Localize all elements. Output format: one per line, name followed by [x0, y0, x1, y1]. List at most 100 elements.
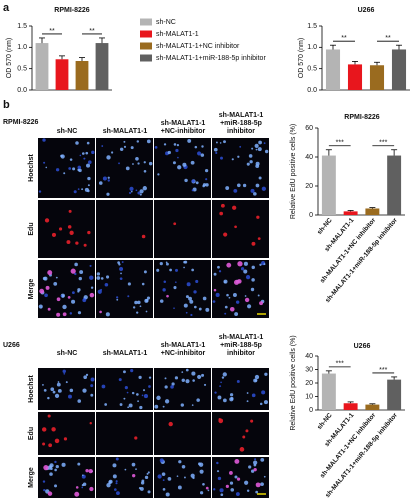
nucleus [137, 191, 141, 195]
nucleus [134, 300, 138, 305]
y-tick-label: 1.0 [307, 44, 317, 51]
nucleus [54, 393, 60, 399]
nucleus [244, 480, 249, 485]
nucleus [191, 268, 194, 272]
nucleus [154, 146, 158, 149]
nucleus [159, 458, 164, 463]
nucleus [177, 156, 179, 159]
nucleus [115, 480, 118, 483]
nucleus [169, 268, 172, 272]
micrograph [212, 260, 269, 318]
nucleus [115, 482, 118, 485]
nucleus [157, 474, 162, 479]
edu-cell [89, 486, 94, 492]
nucleus [81, 484, 84, 487]
nucleus [38, 304, 43, 309]
edu-cell [44, 218, 50, 223]
nucleus [258, 140, 262, 145]
nucleus [219, 488, 224, 493]
nucleus [127, 406, 130, 409]
nucleus [202, 482, 205, 486]
nucleus [217, 265, 220, 269]
nucleus [77, 188, 80, 191]
nucleus [193, 305, 197, 309]
nucleus [190, 313, 193, 317]
nucleus [251, 393, 256, 398]
edu-cell [220, 203, 225, 208]
nucleus [119, 147, 124, 152]
nucleus [43, 488, 46, 492]
edu-cell [47, 270, 53, 276]
nucleus [251, 265, 256, 270]
nucleus [236, 379, 240, 383]
nucleus [192, 379, 195, 382]
nucleus [213, 488, 216, 491]
nucleus [136, 393, 139, 396]
column-label: +miR-188-5p [220, 342, 262, 349]
nucleus [172, 161, 176, 165]
nucleus [177, 165, 182, 170]
significance-label: ** [49, 28, 55, 35]
nucleus [116, 491, 120, 496]
nucleus [185, 368, 189, 372]
edu-cell [168, 421, 173, 427]
nucleus [250, 469, 255, 473]
nucleus [243, 261, 248, 266]
nucleus [264, 149, 269, 154]
nucleus [63, 372, 66, 375]
nucleus [140, 481, 145, 485]
nucleus [83, 157, 86, 160]
edu-cell [67, 225, 72, 229]
nucleus [253, 460, 258, 465]
edu-cell [69, 230, 74, 235]
nucleus [166, 262, 169, 266]
micrograph [212, 368, 269, 410]
nucleus [148, 376, 152, 379]
edu-cell [244, 297, 250, 303]
nucleus [81, 486, 84, 489]
nucleus [146, 139, 151, 144]
nucleus [219, 142, 222, 144]
edu-cell [74, 491, 80, 497]
edu-cell [42, 442, 46, 446]
nucleus [185, 311, 188, 314]
micrograph [96, 368, 153, 410]
nucleus [244, 295, 247, 297]
y-tick-label: 1.5 [17, 23, 27, 30]
nucleus [197, 151, 202, 156]
y-tick-label: 0.0 [17, 87, 27, 94]
nucleus [187, 138, 192, 143]
micrograph [96, 412, 153, 455]
edu-cell [229, 306, 235, 312]
nucleus [72, 167, 76, 171]
nucleus [247, 304, 252, 309]
column-label: inhibitor [227, 350, 255, 357]
column-label: +miR-188-5p [220, 120, 262, 127]
nucleus [63, 172, 66, 175]
nucleus [78, 276, 82, 281]
nucleus [170, 385, 174, 389]
nucleus [145, 298, 149, 303]
nucleus [167, 477, 172, 481]
nucleus [104, 282, 109, 287]
nucleus [136, 140, 140, 143]
bar [321, 373, 336, 410]
nucleus [219, 385, 222, 388]
y-tick-label: 30 [305, 366, 313, 373]
nucleus [229, 397, 234, 402]
nucleus [60, 154, 63, 158]
nucleus [105, 275, 110, 279]
nucleus [77, 288, 81, 292]
nucleus [62, 304, 67, 310]
edu-cell [239, 447, 245, 452]
nucleus [106, 482, 111, 488]
y-tick-label: 0.5 [17, 66, 27, 73]
y-tick-label: 0.5 [307, 66, 317, 73]
nucleus [255, 164, 260, 169]
nucleus [97, 289, 102, 294]
nucleus [85, 151, 89, 155]
nucleus [198, 462, 204, 467]
y-axis-label: Relative EdU positive cells (%) [290, 124, 297, 219]
nucleus [202, 184, 205, 188]
y-tick-label: 10 [305, 393, 313, 400]
